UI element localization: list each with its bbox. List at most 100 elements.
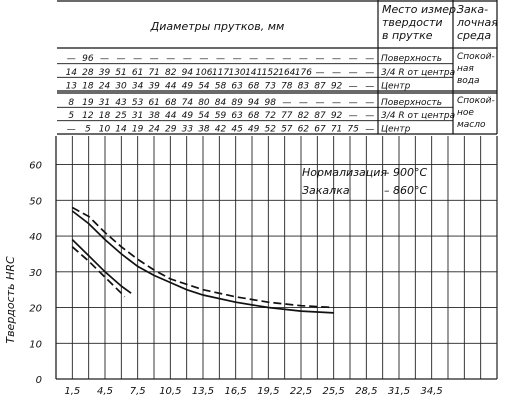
header-water-cell: 87 <box>314 82 326 92</box>
x-tick-label: 1,5 <box>64 386 80 397</box>
header-water-cell: — <box>133 54 142 64</box>
header-oil-cell: 24 <box>148 125 160 135</box>
dashed-curve-0 <box>71 206 334 309</box>
header-oil-cell: 42 <box>215 125 227 135</box>
header-oil-cell: 68 <box>248 111 260 121</box>
header-oil-cell: 53 <box>132 98 144 108</box>
header-water-cell: 164 <box>278 68 295 78</box>
header-oil-cell: 49 <box>248 125 260 135</box>
header-oil-cell: 33 <box>182 125 194 135</box>
header-oil-cell: 25 <box>115 111 127 121</box>
header-water-cell: 117 <box>212 68 229 78</box>
header-medium-title-line: лочная <box>456 16 498 29</box>
header-water-cell: — <box>332 54 341 64</box>
header-water-cell: 78 <box>281 82 293 92</box>
header-table: Диаметры прутков, мм Место измер.твердост… <box>57 0 498 135</box>
curves <box>71 206 334 314</box>
header-water-cell: — <box>183 54 192 64</box>
header-water-place-label: Центр <box>381 82 411 92</box>
x-tick-label: 31,5 <box>388 386 410 397</box>
header-water-cell: — <box>249 54 258 64</box>
dashed-curve-3 <box>71 246 126 298</box>
y-axis-label: Твердость HRC <box>4 256 17 344</box>
header-water-cell: 14 <box>66 68 78 78</box>
header-water-cell: 58 <box>215 82 227 92</box>
header-oil-cell: 82 <box>298 111 310 121</box>
header-place-title-line: в прутке <box>382 29 433 42</box>
header-oil-cell: 80 <box>198 98 210 108</box>
header-oil-cell: 14 <box>115 125 127 135</box>
plot-grid <box>55 136 498 380</box>
header-water-cell: 24 <box>99 82 111 92</box>
header-oil-medium-line: масло <box>457 120 486 130</box>
header-oil-cell: 19 <box>82 98 94 108</box>
header-medium-title-line: Зака- <box>457 3 488 16</box>
header-oil-cell: 10 <box>99 125 111 135</box>
header-water-cell: 49 <box>182 82 194 92</box>
x-tick-label: 19,5 <box>257 386 279 397</box>
y-tick-label: 50 <box>29 196 42 207</box>
header-oil-medium-line: ное <box>457 108 474 118</box>
header-water-cell: — <box>282 54 291 64</box>
axis-ticks: 0 10 20 30 40 50 60 1,5 4,5 7,5 10,5 13,5 16,5 19,5 22… <box>29 161 443 397</box>
header-oil-cell: 98 <box>265 98 277 108</box>
header-oil-cell: — <box>332 98 341 108</box>
header-water-cell: 176 <box>295 68 312 78</box>
header-water-cell: 61 <box>132 68 143 78</box>
header-water-cell: — <box>349 54 358 64</box>
header-medium-title-line: среда <box>457 29 491 42</box>
header-oil-cell: 38 <box>198 125 210 135</box>
header-oil-cell: 12 <box>82 111 94 121</box>
header-oil-cell: 31 <box>99 98 110 108</box>
header-oil-place-label: Центр <box>381 125 411 135</box>
x-tick-label: 25,5 <box>323 386 345 397</box>
header-oil-cell: — <box>349 111 358 121</box>
header-water-cell: 39 <box>148 82 160 92</box>
header-water-cell: 18 <box>82 82 94 92</box>
header-water-cell: — <box>166 54 175 64</box>
header-water-cell: — <box>216 54 225 64</box>
header-water-place-label: Поверхность <box>381 54 442 64</box>
header-water-cell: 13 <box>66 82 78 92</box>
header-oil-cell: 77 <box>281 111 293 121</box>
header-oil-cell: — <box>365 98 374 108</box>
header-water-cell: — <box>315 54 324 64</box>
header-oil-cell: 29 <box>165 125 177 135</box>
header-oil-cell: 68 <box>165 98 177 108</box>
header-water-cell: 71 <box>148 68 159 78</box>
header-water-cell: — <box>299 54 308 64</box>
header-water-cell: 34 <box>132 82 144 92</box>
header-water-cell: — <box>100 54 109 64</box>
header-place-title-line: Место измер. <box>382 3 459 16</box>
legend-box: Нормализация – 900°C Закалка – 860°C <box>302 166 427 197</box>
header-water-cell: — <box>199 54 208 64</box>
header-oil-cell: — <box>67 125 76 135</box>
y-tick-label: 30 <box>29 268 42 279</box>
header-oil-cell: 5 <box>68 111 74 121</box>
header-water-cell: 63 <box>231 82 243 92</box>
header-water-cell: 68 <box>248 82 260 92</box>
header-oil-cell: 94 <box>248 98 260 108</box>
header-water-cell: — <box>315 68 324 78</box>
header-water-cell: 106 <box>195 68 212 78</box>
header-oil-cell: 75 <box>347 125 359 135</box>
header-water-cell: — <box>365 54 374 64</box>
header-oil-cell: 49 <box>182 111 194 121</box>
header-oil-place-label: Поверхность <box>381 98 442 108</box>
header-water-cell: — <box>233 54 242 64</box>
header-oil-cell: 92 <box>331 111 343 121</box>
header-diameters-title: Диаметры прутков, мм <box>150 20 285 33</box>
header-place-title-line: твердости <box>382 16 443 29</box>
header-water-cell: — <box>117 54 126 64</box>
header-oil-cell: 89 <box>231 98 243 108</box>
header-water-cell: — <box>365 68 374 78</box>
header-water-cell: 130 <box>228 68 245 78</box>
header-water-cell: 96 <box>82 54 94 64</box>
header-water-cell: 30 <box>115 82 127 92</box>
legend-quench-label: Закалка <box>302 184 350 197</box>
header-water-place-label: 3/4 R от центра <box>381 68 455 78</box>
y-tick-label: 0 <box>36 375 42 386</box>
header-water-cell: 152 <box>262 68 279 78</box>
y-tick-label: 20 <box>29 304 42 315</box>
